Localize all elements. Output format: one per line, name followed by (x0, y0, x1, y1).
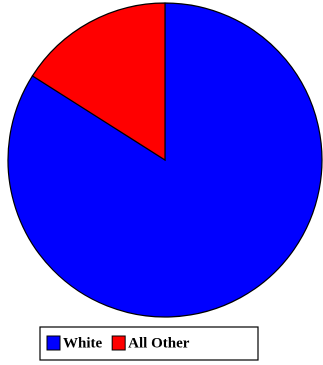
legend-swatch (46, 335, 61, 351)
legend-label: All Other (128, 335, 190, 351)
legend-box (39, 326, 259, 361)
legend-swatch (111, 335, 126, 351)
legend-label: White (63, 335, 103, 351)
pie-slice (31, 2, 166, 162)
